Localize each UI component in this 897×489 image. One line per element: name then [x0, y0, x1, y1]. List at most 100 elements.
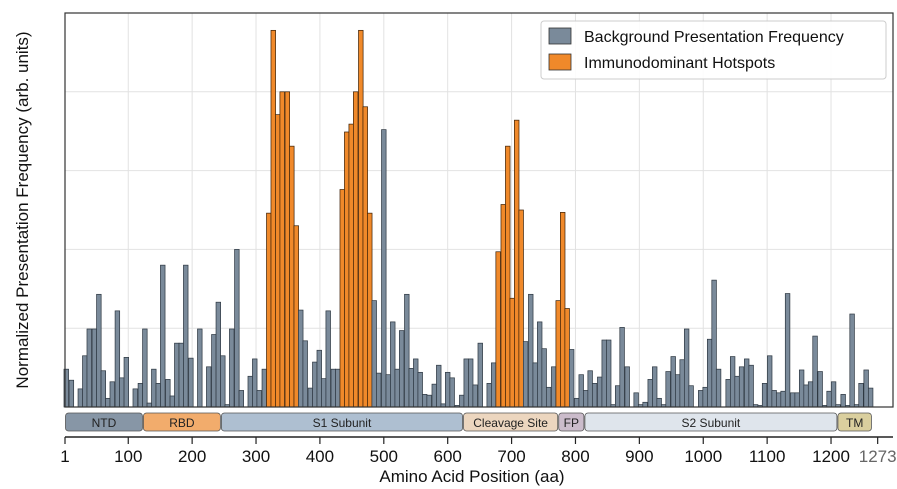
domain-segment: [558, 412, 585, 432]
x-tick-label: 1273: [859, 447, 897, 466]
background-bar: [91, 328, 98, 408]
legend: Background Presentation Frequency Immuno…: [540, 20, 887, 80]
x-tick-label: 500: [370, 447, 398, 466]
background-bar: [238, 390, 244, 408]
background-bar: [390, 321, 396, 408]
hotspot-bar: [555, 300, 561, 408]
background-bar: [790, 392, 796, 408]
background-bar: [729, 356, 736, 408]
background-bar: [169, 395, 175, 408]
background-bar: [394, 368, 400, 408]
background-bar: [807, 381, 814, 408]
background-bar: [422, 394, 428, 408]
background-bar: [468, 358, 474, 408]
background-bar: [679, 359, 685, 408]
bars: [63, 29, 874, 408]
background-bar: [665, 371, 671, 408]
background-bar: [541, 348, 547, 408]
domain-segment: [463, 412, 559, 432]
hotspot-bar: [293, 225, 299, 408]
background-bar: [734, 375, 740, 408]
background-bar: [417, 371, 423, 408]
background-bar: [399, 330, 405, 408]
background-bar: [408, 368, 414, 408]
legend-label-hotspots: Immunodominant Hotspots: [584, 55, 775, 72]
background-bar: [459, 394, 465, 408]
background-bar: [583, 390, 589, 408]
hotspot-bar: [339, 189, 345, 408]
hotspot-bar: [348, 123, 354, 408]
background-bar: [96, 293, 102, 408]
background-bar: [426, 394, 432, 408]
background-bar: [183, 264, 189, 408]
background-bar: [624, 366, 630, 408]
domain-label: TM: [846, 416, 863, 430]
background-bar: [142, 328, 148, 408]
background-bar: [105, 397, 111, 408]
legend-label-background: Background Presentation Frequency: [584, 29, 844, 46]
domain-label: Cleavage Site: [473, 416, 548, 430]
background-bar: [165, 379, 171, 408]
hotspot-bar: [344, 131, 350, 408]
background-bar: [100, 370, 106, 408]
background-bar: [82, 355, 88, 408]
x-tick-label: 1000: [684, 447, 722, 466]
legend-swatch-background: [548, 27, 572, 45]
background-bar: [798, 369, 805, 408]
background-bar: [491, 362, 497, 408]
background-bar: [826, 390, 832, 408]
x-axis-ticks: 1 100 200 300 400 500 600 700 800 900 1000 1100 1200…: [60, 437, 897, 466]
background-bar: [68, 379, 75, 408]
background-bar: [151, 368, 157, 408]
background-bar: [780, 390, 786, 408]
background-bar: [675, 374, 681, 408]
domain-label: RBD: [169, 416, 195, 430]
background-bar: [206, 366, 212, 408]
background-bar: [109, 381, 115, 408]
background-bar: [174, 342, 180, 408]
background-bar: [298, 309, 304, 408]
x-tick-label: 100: [114, 447, 142, 466]
hotspot-bar: [509, 297, 515, 408]
hotspot-bar: [564, 308, 570, 408]
background-bar: [867, 387, 874, 408]
background-bar: [614, 385, 621, 408]
background-bar: [252, 358, 258, 408]
background-bar: [335, 368, 341, 408]
background-bar: [761, 383, 768, 408]
background-bar: [647, 379, 653, 408]
background-bar: [702, 386, 708, 408]
background-bar: [545, 386, 552, 408]
background-bar: [404, 293, 410, 408]
background-bar: [436, 364, 442, 408]
background-bar: [551, 366, 557, 408]
background-bar: [537, 321, 543, 408]
background-bar: [817, 371, 823, 408]
domain-label: S1 Subunit: [313, 416, 372, 430]
hotspot-bar: [353, 91, 359, 408]
background-bar: [725, 379, 731, 408]
hotspot-bar: [367, 212, 373, 408]
background-bar: [302, 340, 308, 408]
background-bar: [330, 368, 336, 408]
background-bar: [381, 129, 387, 408]
background-bar: [794, 392, 800, 408]
background-bar: [642, 401, 648, 408]
hotspot-bar: [289, 145, 295, 408]
hotspot-bar: [518, 209, 524, 408]
domain-segment: [837, 412, 872, 432]
y-axis-title: Normalized Presentation Frequency (arb. …: [13, 31, 32, 388]
background-bar: [137, 383, 144, 408]
background-bar: [849, 313, 855, 408]
domain-label: NTD: [92, 416, 117, 430]
x-tick-label: 600: [434, 447, 462, 466]
background-bar: [477, 342, 483, 408]
background-bar: [683, 328, 690, 408]
background-bar: [574, 397, 580, 408]
background-bar: [767, 355, 773, 408]
background-bar: [619, 327, 625, 408]
background-bar: [587, 370, 593, 408]
hotspot-bar: [500, 204, 506, 408]
x-tick-label: 1100: [749, 447, 786, 466]
background-bar: [858, 383, 864, 408]
